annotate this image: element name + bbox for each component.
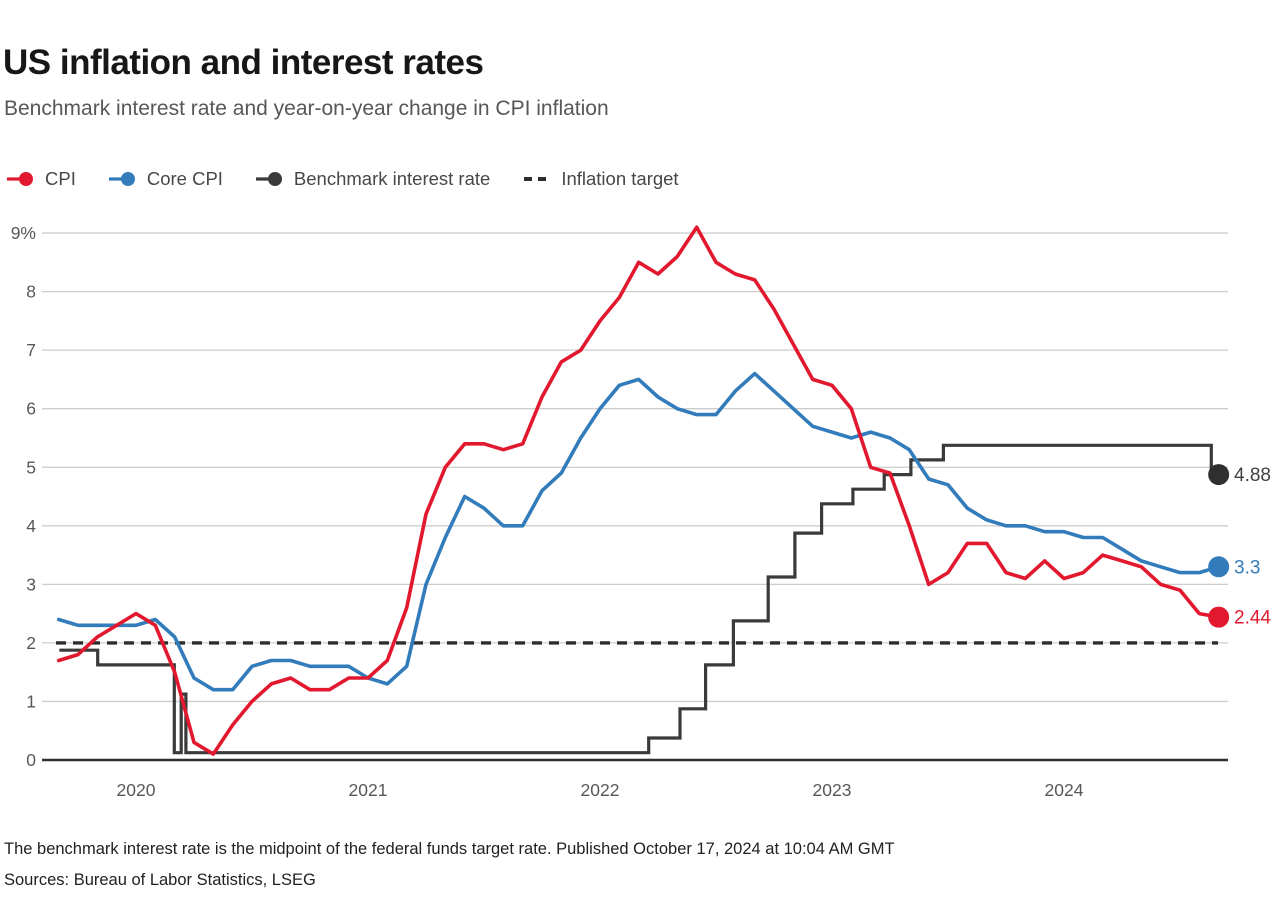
y-tick-label: 5 — [26, 457, 36, 477]
chart-area: 9% 8 7 6 5 4 3 2 1 0 2020 2021 2022 2023 2024 4.88 3.3 2.… — [0, 215, 1280, 810]
y-tick-label: 2 — [26, 633, 36, 653]
chart-subtitle: Benchmark interest rate and year-on-year… — [4, 97, 609, 120]
end-label-cpi: 2.44 — [1234, 608, 1271, 629]
line-dot-icon — [255, 172, 282, 186]
y-tick-label: 0 — [26, 750, 36, 770]
y-tick-label: 7 — [26, 340, 36, 360]
x-tick-label: 2023 — [813, 780, 852, 800]
legend-label-benchmark-rate: Benchmark interest rate — [293, 168, 491, 189]
end-dot-benchmark-rate — [1208, 464, 1230, 486]
y-tick-label: 9% — [11, 223, 36, 243]
sources-line: Sources: Bureau of Labor Statistics, LSE… — [4, 871, 316, 889]
legend-item-cpi: CPI — [6, 168, 76, 190]
footnote: The benchmark interest rate is the midpo… — [4, 840, 895, 858]
page-title: US inflation and interest rates — [3, 43, 484, 83]
legend-label-inflation-target: Inflation target — [561, 168, 679, 189]
dashed-line-icon — [524, 177, 551, 181]
end-label-benchmark-rate: 4.88 — [1234, 465, 1271, 486]
chart-canvas: 9% 8 7 6 5 4 3 2 1 0 2020 2021 2022 2023 2024 4.88 3.3 2.… — [11, 223, 1272, 800]
legend-label-cpi: CPI — [45, 168, 76, 189]
y-tick-label: 6 — [26, 399, 36, 419]
end-label-core-cpi: 3.3 — [1234, 557, 1260, 578]
legend-item-benchmark-rate: Benchmark interest rate — [255, 168, 490, 190]
end-dot-cpi — [1208, 606, 1230, 628]
legend-item-core-cpi: Core CPI — [108, 168, 223, 190]
series-cpi-line — [56, 225, 1221, 756]
legend-label-core-cpi: Core CPI — [146, 168, 223, 189]
y-tick-label: 1 — [26, 691, 36, 711]
line-dot-icon — [108, 172, 135, 186]
y-tick-label: 3 — [26, 574, 36, 594]
x-tick-label: 2021 — [349, 780, 388, 800]
x-tick-label: 2022 — [581, 780, 620, 800]
y-tick-label: 4 — [26, 516, 36, 536]
legend-item-inflation-target: Inflation target — [522, 168, 679, 190]
series-benchmark-rate-line — [59, 443, 1219, 755]
series-core-cpi-line — [56, 371, 1221, 692]
y-tick-label: 8 — [26, 282, 36, 302]
line-dot-icon — [7, 172, 33, 186]
x-tick-label: 2020 — [117, 780, 156, 800]
x-tick-label: 2024 — [1045, 780, 1084, 800]
legend: CPI Core CPI Benchmark interest rate Inflat… — [6, 168, 679, 190]
end-dot-core-cpi — [1208, 556, 1230, 578]
